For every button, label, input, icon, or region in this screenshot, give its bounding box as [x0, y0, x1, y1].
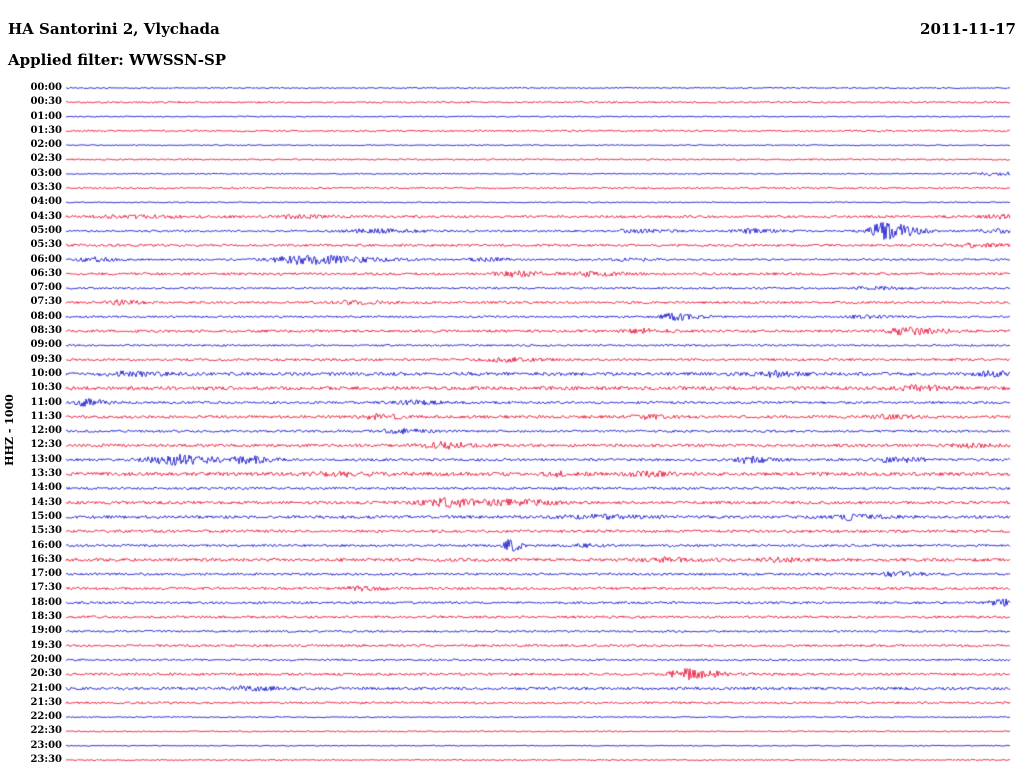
time-label: 03:00 [30, 167, 62, 179]
time-label: 09:00 [30, 339, 62, 351]
time-label: 18:00 [30, 596, 62, 608]
time-label: 05:00 [30, 224, 62, 236]
time-label: 17:30 [30, 582, 62, 594]
time-label: 04:00 [30, 196, 62, 208]
time-label: 01:00 [30, 110, 62, 122]
time-label: 01:30 [30, 124, 62, 136]
time-label: 08:00 [30, 310, 62, 322]
time-label: 16:30 [30, 553, 62, 565]
time-label: 11:00 [30, 396, 62, 408]
time-label: 10:30 [30, 382, 62, 394]
time-label: 19:30 [30, 639, 62, 651]
time-label: 13:00 [30, 453, 62, 465]
time-label: 14:30 [30, 496, 62, 508]
time-label: 05:30 [30, 239, 62, 251]
time-label: 20:30 [30, 668, 62, 680]
time-label: 11:30 [30, 410, 62, 422]
time-label: 14:00 [30, 482, 62, 494]
time-label: 07:30 [30, 296, 62, 308]
time-label: 23:00 [30, 739, 62, 751]
time-label: 03:30 [30, 182, 62, 194]
time-label: 23:30 [30, 754, 62, 765]
time-label: 21:00 [30, 682, 62, 694]
time-label: 10:00 [30, 367, 62, 379]
time-label: 09:30 [30, 353, 62, 365]
time-label: 15:30 [30, 525, 62, 537]
time-label: 06:30 [30, 267, 62, 279]
time-label: 21:30 [30, 696, 62, 708]
time-label: 13:30 [30, 468, 62, 480]
time-label: 15:00 [30, 510, 62, 522]
time-label: 00:00 [30, 82, 62, 93]
time-label: 17:00 [30, 568, 62, 580]
time-label: 22:00 [30, 711, 62, 723]
time-label: 18:30 [30, 611, 62, 623]
time-label: 07:00 [30, 282, 62, 294]
time-label: 00:30 [30, 96, 62, 108]
time-label: 06:00 [30, 253, 62, 265]
time-label: 12:30 [30, 439, 62, 451]
time-label: 04:30 [30, 210, 62, 222]
time-label: 22:30 [30, 725, 62, 737]
time-label: 08:30 [30, 325, 62, 337]
time-label: 12:00 [30, 425, 62, 437]
time-label: 02:30 [30, 153, 62, 165]
time-label: 19:00 [30, 625, 62, 637]
time-label: 02:00 [30, 139, 62, 151]
time-label: 20:00 [30, 653, 62, 665]
time-label: 16:00 [30, 539, 62, 551]
